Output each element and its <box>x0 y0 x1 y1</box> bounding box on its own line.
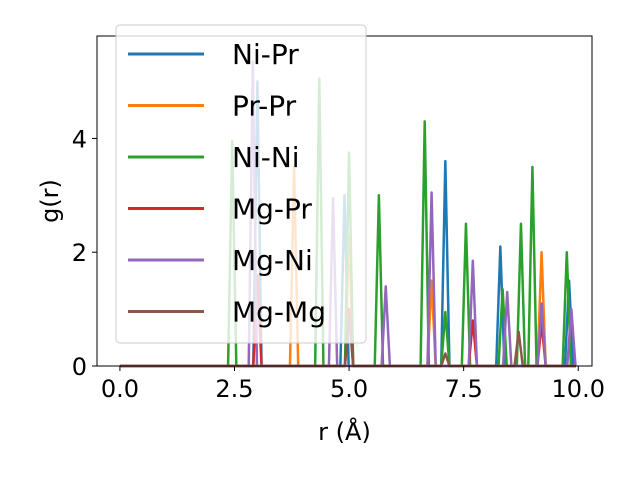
x-axis-ticks: 0.0 2.5 5.0 7.5 10.0 <box>101 366 605 403</box>
y-axis-label: g(r) <box>36 179 64 223</box>
y-axis-ticks: 0 2 4 <box>72 125 97 381</box>
x-tick-label: 7.5 <box>445 375 483 403</box>
y-tick-label: 0 <box>72 353 87 381</box>
legend-items: Ni-Pr Pr-Pr Ni-Ni Mg-Pr Mg-Ni Mg-Mg <box>128 38 326 329</box>
x-tick-label: 0.0 <box>101 375 139 403</box>
legend-label: Ni-Ni <box>232 141 300 174</box>
x-tick-label: 2.5 <box>215 375 253 403</box>
legend: Ni-Pr Pr-Pr Ni-Ni Mg-Pr Mg-Ni Mg-Mg <box>115 24 367 344</box>
x-tick-label: 10.0 <box>552 375 605 403</box>
legend-label: Mg-Pr <box>232 193 312 226</box>
legend-label: Mg-Mg <box>232 296 326 329</box>
legend-label: Mg-Ni <box>232 244 313 277</box>
legend-label: Pr-Pr <box>232 90 297 123</box>
x-tick-label: 5.0 <box>330 375 368 403</box>
y-tick-label: 2 <box>72 239 87 267</box>
legend-label: Ni-Pr <box>232 38 299 71</box>
x-axis-label: r (Å) <box>318 417 371 446</box>
y-tick-label: 4 <box>72 125 87 153</box>
